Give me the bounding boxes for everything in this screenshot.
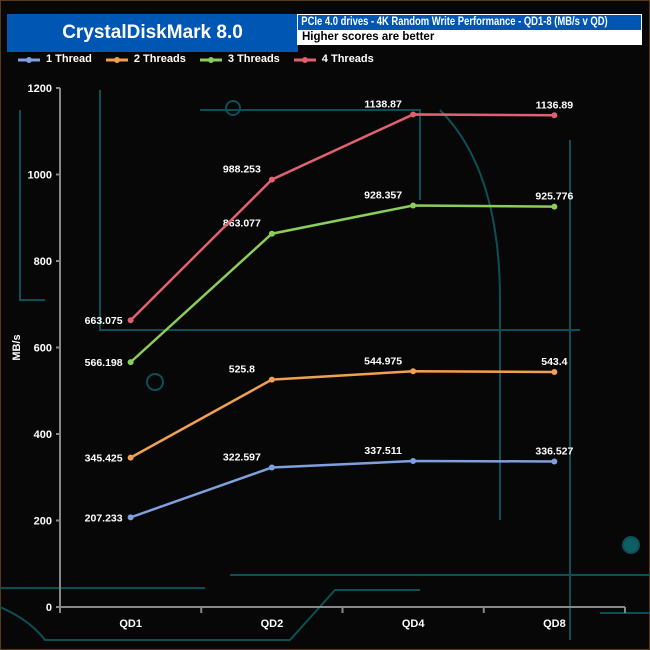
series-line-3 xyxy=(129,204,555,364)
y-tick-label: 400 xyxy=(34,429,52,441)
data-label: 544.975 xyxy=(364,355,402,367)
legend-item-2-threads: 2 Threads xyxy=(105,53,186,66)
circuit-background xyxy=(0,90,650,641)
x-tick-label: QD8 xyxy=(543,618,566,630)
y-tick-label: 1200 xyxy=(28,83,52,95)
data-point xyxy=(410,458,417,465)
data-point xyxy=(127,317,134,324)
data-point xyxy=(127,454,134,461)
legend-label: 2 Threads xyxy=(133,53,186,65)
subtitle-box: PCIe 4.0 drives - 4K Random Write Perfor… xyxy=(297,14,642,45)
data-point xyxy=(551,368,558,375)
data-label: 663.075 xyxy=(85,315,123,327)
legend-item-1-thread: 1 Thread xyxy=(18,53,92,66)
data-label: 345.425 xyxy=(85,453,123,465)
data-point xyxy=(268,176,275,183)
legend-swatch xyxy=(199,56,222,63)
legend-swatch xyxy=(293,56,316,63)
data-label: 863.077 xyxy=(223,218,261,230)
x-tick-label: QD1 xyxy=(119,618,142,630)
data-label: 1136.89 xyxy=(536,99,574,111)
data-label: 928.357 xyxy=(364,189,402,201)
data-point xyxy=(551,203,558,210)
data-label: 207.233 xyxy=(85,512,123,524)
x-tick-label: QD4 xyxy=(402,618,426,630)
series-line-2 xyxy=(130,370,555,459)
legend-label: 1 Thread xyxy=(46,53,92,65)
data-point xyxy=(410,368,417,375)
data-point xyxy=(127,359,134,366)
y-tick-label: 600 xyxy=(34,343,52,355)
series-line-4 xyxy=(129,113,555,322)
data-label: 336.527 xyxy=(535,445,573,457)
data-label: 566.198 xyxy=(85,357,123,369)
chart-title: CrystalDiskMark 8.0 xyxy=(7,14,298,52)
y-axis-label: MB/s xyxy=(11,334,23,360)
data-point xyxy=(551,458,558,465)
chart-subtitle-bar: PCIe 4.0 drives - 4K Random Write Perfor… xyxy=(298,15,641,30)
chart-subtitle: PCIe 4.0 drives - 4K Random Write Perfor… xyxy=(301,16,608,28)
data-label: 925.776 xyxy=(535,191,573,203)
x-tick-label: QD2 xyxy=(261,618,284,630)
series-line-1 xyxy=(130,459,555,519)
data-label: 1138.87 xyxy=(364,98,402,110)
legend-swatch xyxy=(105,56,128,63)
chart-note: Higher scores are better xyxy=(298,30,641,44)
data-point xyxy=(551,112,558,119)
data-label: 543.4 xyxy=(541,356,567,368)
y-tick-label: 1000 xyxy=(28,170,52,182)
legend-item-3-threads: 3 Threads xyxy=(199,53,280,66)
legend-item-4-threads: 4 Threads xyxy=(293,53,374,66)
y-tick-label: 0 xyxy=(46,602,52,614)
data-point xyxy=(268,376,275,383)
data-point xyxy=(410,111,417,118)
y-tick-label: 800 xyxy=(34,256,52,268)
data-point xyxy=(127,514,134,521)
data-label: 525.8 xyxy=(229,364,255,376)
data-point xyxy=(410,202,417,209)
data-point xyxy=(268,230,275,237)
data-label: 988.253 xyxy=(223,164,261,176)
y-tick-label: 200 xyxy=(34,516,52,528)
data-label: 337.511 xyxy=(364,445,402,457)
legend: 1 Thread 2 Threads 3 Threads 4 Threads xyxy=(18,53,374,66)
data-label: 322.597 xyxy=(223,451,261,463)
legend-label: 4 Threads xyxy=(321,53,374,65)
legend-label: 3 Threads xyxy=(227,53,280,65)
data-point xyxy=(268,464,275,471)
legend-swatch xyxy=(18,56,40,63)
